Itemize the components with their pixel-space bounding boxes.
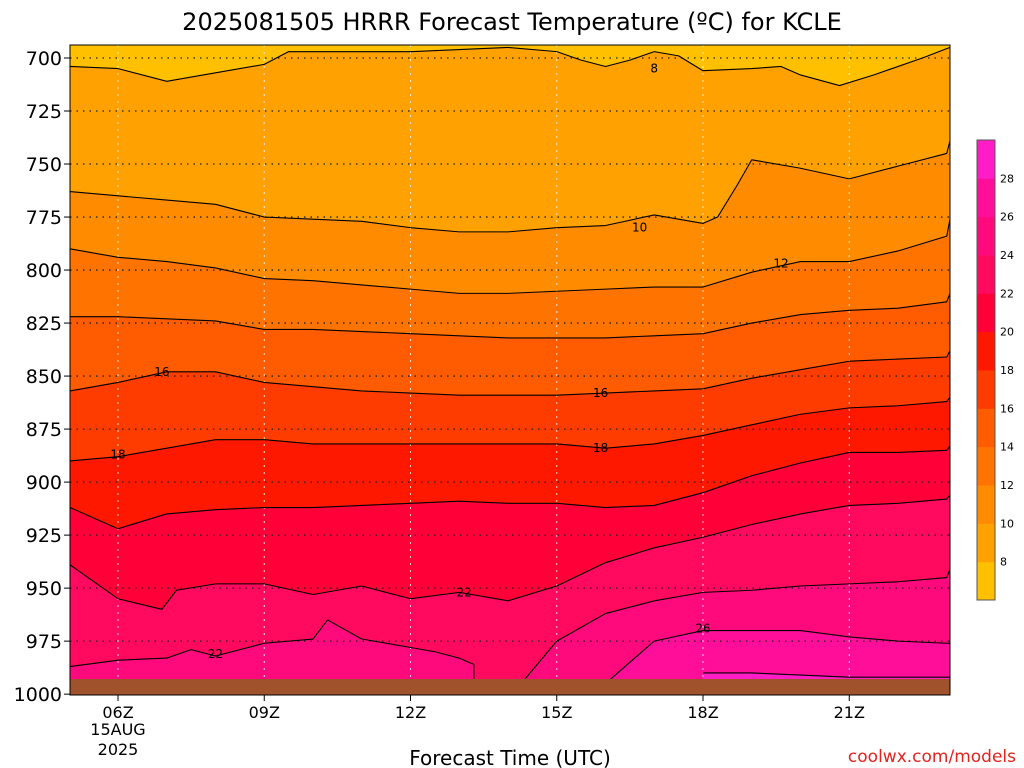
chart-title: 2025081505 HRRR Forecast Temperature (ºC… bbox=[182, 8, 842, 36]
isotherm-label: 22 bbox=[456, 585, 471, 599]
x-tick-label: 12Z bbox=[395, 703, 426, 722]
isotherm-22 bbox=[69, 494, 951, 610]
x-tick-label: 09Z bbox=[249, 703, 280, 722]
colorbar-frame bbox=[976, 139, 996, 601]
colorbar-label: 28 bbox=[1000, 172, 1014, 185]
isotherm-label: 22 bbox=[208, 647, 223, 661]
isotherm-label: 8 bbox=[650, 62, 658, 76]
y-tick-label: 975 bbox=[26, 631, 62, 653]
colorbar-label: 16 bbox=[1000, 402, 1014, 415]
isotherm-label: 16 bbox=[154, 365, 169, 379]
isotherm-labels: 8 10 12 16 16 18 18 22 26 22 bbox=[110, 62, 788, 661]
isotherm-18 bbox=[69, 396, 951, 462]
isotherm-24 bbox=[69, 568, 951, 691]
isotherm-label: 26 bbox=[695, 621, 710, 635]
y-tick-label: 700 bbox=[26, 48, 62, 70]
isotherm-label: 10 bbox=[632, 221, 647, 235]
isotherm-lines bbox=[69, 46, 951, 691]
isotherm-label: 18 bbox=[593, 441, 608, 455]
y-tick-label: 750 bbox=[26, 154, 62, 176]
y-tick-label: 775 bbox=[26, 207, 62, 229]
y-tick-label: 875 bbox=[26, 419, 62, 441]
isotherm-8 bbox=[69, 46, 951, 87]
x-tick-label: 06Z bbox=[102, 703, 133, 722]
colorbar-swatch bbox=[977, 408, 995, 448]
x-axis-label: Forecast Time (UTC) bbox=[409, 746, 611, 768]
colorbar-label: 14 bbox=[1000, 441, 1014, 454]
y-tick-label: 725 bbox=[26, 101, 62, 123]
colorbar: 8 10 12 14 16 18 20 22 24 26 28 bbox=[976, 139, 1014, 601]
credit-link[interactable]: coolwx.com/models bbox=[848, 747, 1016, 767]
y-tick-label: 900 bbox=[26, 472, 62, 494]
colorbar-label: 24 bbox=[1000, 249, 1014, 262]
isotherm-28 bbox=[703, 672, 950, 678]
colorbar-label: 18 bbox=[1000, 364, 1014, 377]
x-date-day: 15AUG bbox=[90, 720, 145, 739]
ground-surface bbox=[70, 679, 950, 695]
x-date-year: 2025 bbox=[98, 740, 139, 759]
isotherm-12 bbox=[69, 219, 951, 294]
isotherm-10 bbox=[69, 140, 951, 233]
y-tick-label: 825 bbox=[26, 313, 62, 335]
colorbar-label: 8 bbox=[1000, 556, 1007, 569]
colorbar-swatch bbox=[977, 293, 995, 333]
y-tick-label: 800 bbox=[26, 260, 62, 282]
colorbar-swatch bbox=[977, 255, 995, 294]
x-axis: 06Z 09Z 12Z 15Z 18Z 21Z bbox=[102, 695, 865, 722]
isotherm-label: 16 bbox=[593, 386, 608, 400]
colorbar-label: 26 bbox=[1000, 211, 1014, 224]
isotherm-14 bbox=[70, 293, 951, 339]
colorbar-swatch bbox=[977, 331, 995, 371]
colorbar-swatch bbox=[977, 140, 995, 179]
colorbar-swatch bbox=[977, 216, 995, 256]
y-tick-label: 925 bbox=[26, 525, 62, 547]
colorbar-label: 10 bbox=[1000, 517, 1014, 530]
y-tick-label: 850 bbox=[26, 366, 62, 388]
fill-band-6-8 bbox=[70, 45, 950, 86]
isotherm-20 bbox=[69, 445, 951, 530]
y-axis: 700 725 750 775 800 825 850 875 900 925 950 975 1000 bbox=[14, 48, 70, 706]
y-tick-label: 950 bbox=[26, 578, 62, 600]
plot-area: 8 10 12 16 16 18 18 22 26 22 bbox=[69, 44, 951, 696]
isotherm-16 bbox=[69, 350, 951, 396]
colorbar-label: 22 bbox=[1000, 287, 1014, 300]
colorbar-swatch bbox=[977, 370, 995, 409]
colorbar-swatch bbox=[977, 561, 995, 601]
isotherm-26 bbox=[571, 629, 950, 691]
x-tick-label: 15Z bbox=[541, 703, 572, 722]
colorbar-swatch bbox=[977, 446, 995, 486]
colorbar-label: 20 bbox=[1000, 326, 1014, 339]
colorbar-label: 12 bbox=[1000, 479, 1014, 492]
colorbar-swatch bbox=[977, 523, 995, 563]
isotherm-label: 18 bbox=[110, 448, 125, 462]
colorbar-swatch bbox=[977, 178, 995, 218]
plot-frame bbox=[69, 44, 951, 696]
y-tick-label: 1000 bbox=[14, 684, 62, 706]
x-tick-label: 21Z bbox=[834, 703, 865, 722]
isotherm-label: 12 bbox=[773, 257, 788, 271]
colorbar-swatch bbox=[977, 485, 995, 524]
x-tick-label: 18Z bbox=[687, 703, 718, 722]
temperature-fill-layers bbox=[70, 45, 950, 696]
